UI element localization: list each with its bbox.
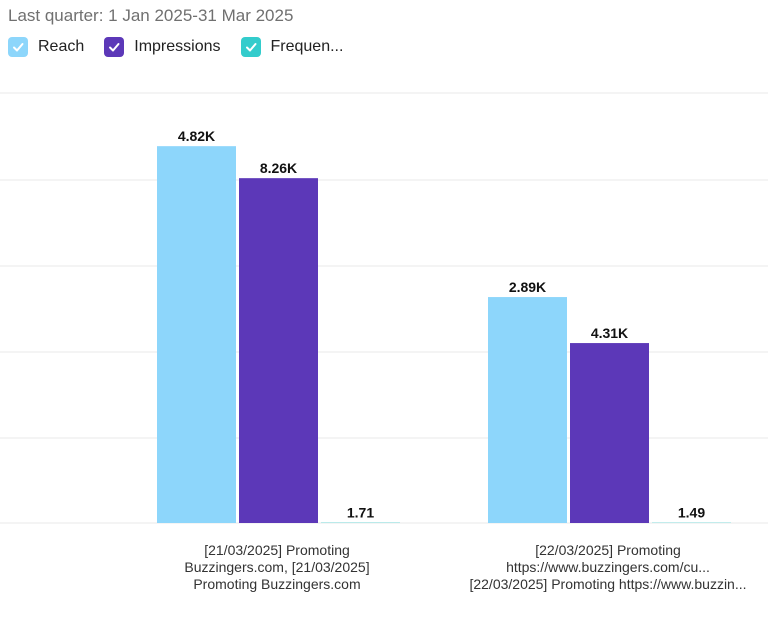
data-label: 4.82K	[178, 128, 215, 144]
check-icon	[8, 37, 28, 57]
check-icon	[240, 37, 261, 57]
chart-subtitle: Last quarter: 1 Jan 2025-31 Mar 2025	[8, 6, 294, 25]
category-label-line: [22/03/2025] Promoting https://www.buzzi…	[469, 576, 747, 592]
data-label: 8.26K	[260, 160, 297, 176]
legend-item-impressions[interactable]: Impressions	[104, 37, 221, 57]
category-label-line: https://www.buzzingers.com/cu...	[506, 559, 710, 575]
category-label-line: Buzzingers.com, [21/03/2025]	[184, 559, 370, 575]
bar-reach-1[interactable]	[488, 297, 567, 523]
legend-item-reach[interactable]: Reach	[8, 37, 84, 57]
category-label: [22/03/2025] Promoting https://www.buzzin…	[443, 542, 768, 593]
category-label-line: [21/03/2025] Promoting	[204, 542, 350, 558]
chart-legend: Reach Impressions Frequen...	[8, 37, 363, 57]
bar-reach-0[interactable]	[157, 146, 236, 523]
legend-label-impressions: Impressions	[134, 38, 221, 55]
data-label: 4.31K	[591, 325, 628, 341]
legend-label-reach: Reach	[38, 38, 85, 55]
bar-impressions-0[interactable]	[239, 178, 318, 524]
data-label: 2.89K	[509, 279, 546, 295]
category-label-line: Promoting Buzzingers.com	[193, 576, 361, 592]
legend-label-frequency: Frequen...	[270, 38, 344, 55]
bar-impressions-1[interactable]	[570, 343, 649, 523]
category-label-line: [22/03/2025] Promoting	[535, 542, 681, 558]
legend-item-frequency[interactable]: Frequen...	[240, 37, 344, 57]
data-label: 1.71	[347, 505, 374, 521]
check-icon	[104, 37, 125, 57]
category-label: [21/03/2025] Promoting Buzzingers.com, [2…	[157, 542, 397, 593]
data-label: 1.49	[678, 505, 705, 521]
